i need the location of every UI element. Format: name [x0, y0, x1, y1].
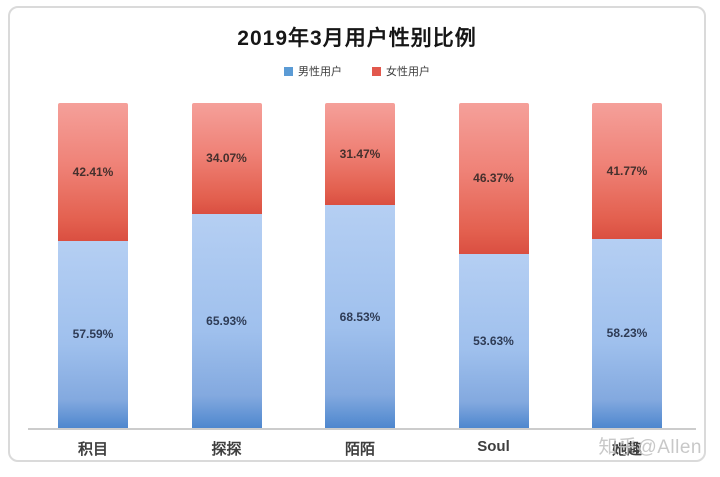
stacked-bar: 42.41% 57.59%: [58, 103, 128, 428]
bar-value-label: 58.23%: [606, 326, 648, 341]
bar-value-label: 42.41%: [72, 164, 114, 179]
chart-card: 2019年3月用户性别比例 男性用户 女性用户 42.41% 57.59% 34.0…: [8, 6, 706, 462]
female-series-swatch-icon: [372, 66, 381, 76]
bar-segment-male: 58.23%: [592, 238, 662, 428]
stacked-bar: 31.47% 68.53%: [325, 103, 395, 428]
bar-value-label: 46.37%: [473, 171, 514, 186]
bar-segment-female: 31.47%: [325, 103, 395, 206]
bar-value-label: 57.59%: [72, 327, 114, 342]
legend-item-female: 女性用户: [372, 63, 430, 79]
stacked-bar: 34.07% 65.93%: [191, 103, 262, 428]
x-axis-line: [28, 428, 696, 430]
x-axis-labels: 积目 探探 陌陌 Soul 她趣: [10, 436, 704, 466]
stacked-bar: 46.37% 53.63%: [458, 103, 529, 428]
x-axis-label: 她趣: [611, 441, 643, 458]
bar-value-label: 34.07%: [206, 151, 247, 166]
stacked-bar: 41.77% 58.23%: [592, 103, 662, 428]
plot-area: 42.41% 57.59% 34.07% 65.93% 31.47% 68.53% 46.3…: [10, 103, 704, 428]
legend-label-male: 男性用户: [298, 66, 342, 78]
x-axis-label: Soul: [477, 438, 510, 455]
bar-segment-male: 53.63%: [458, 253, 529, 428]
bar-value-label: 53.63%: [473, 333, 514, 348]
bar-segment-male: 65.93%: [191, 213, 262, 428]
bar-value-label: 41.77%: [606, 163, 648, 178]
bar-segment-female: 34.07%: [191, 103, 262, 214]
bar-segment-male: 57.59%: [58, 240, 128, 428]
bar-value-label: 68.53%: [339, 309, 381, 324]
male-series-swatch-icon: [284, 66, 293, 76]
watermark: 知乎@Allen: [598, 437, 702, 458]
x-axis-label: 陌陌: [344, 441, 376, 458]
legend: 男性用户 女性用户: [10, 63, 704, 79]
bar-segment-male: 68.53%: [325, 205, 395, 428]
bar-segment-female: 41.77%: [592, 103, 662, 239]
x-axis-label: 积目: [77, 441, 109, 458]
chart-title: 2019年3月用户性别比例: [237, 27, 477, 50]
bar-value-label: 31.47%: [339, 147, 381, 162]
bar-segment-female: 42.41%: [58, 103, 128, 241]
legend-label-female: 女性用户: [386, 66, 430, 78]
bar-segment-female: 46.37%: [458, 103, 529, 254]
legend-item-male: 男性用户: [284, 63, 342, 79]
bar-value-label: 65.93%: [206, 313, 247, 328]
x-axis-label: 探探: [211, 441, 242, 458]
